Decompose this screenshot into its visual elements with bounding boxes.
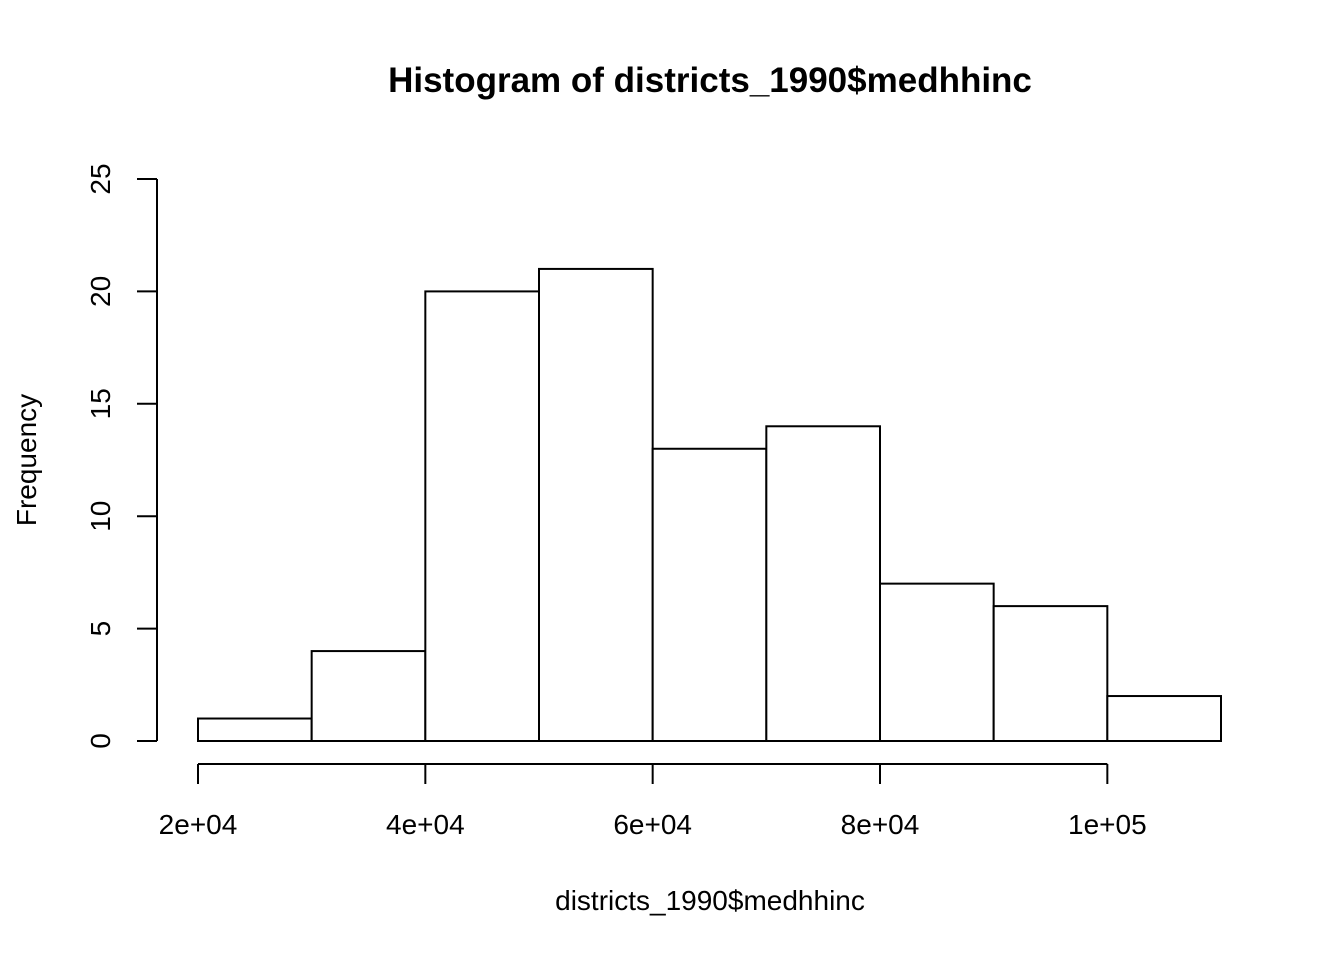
y-tick-label-2: 5 — [85, 621, 116, 637]
histogram-bar-9 — [1106, 695, 1223, 742]
x-tick-label-2: 4e+04 — [386, 809, 465, 840]
y-axis-label: Frequency — [11, 394, 42, 526]
x-tick-label-1: 2e+04 — [159, 809, 238, 840]
y-tick-label-6: 25 — [85, 163, 116, 194]
x-tick-label-5: 1e+05 — [1068, 809, 1147, 840]
y-tick-label-3: 10 — [85, 501, 116, 532]
bars-group — [197, 267, 1223, 743]
histogram-bar-6 — [765, 425, 881, 742]
x-axis: 2e+04 4e+04 6e+04 8e+04 1e+05 — [159, 763, 1147, 840]
y-axis: 0 5 10 15 20 25 — [85, 163, 158, 749]
histogram-bar-2 — [310, 650, 427, 743]
histogram-bar-1 — [197, 717, 313, 743]
x-tick-label-3: 6e+04 — [613, 809, 692, 840]
y-tick-label-4: 15 — [85, 388, 116, 419]
histogram-bar-3 — [424, 290, 541, 742]
x-axis-label: districts_1990$medhhinc — [555, 885, 865, 916]
histogram-bar-4 — [538, 267, 654, 742]
y-tick-label-1: 0 — [85, 733, 116, 749]
y-tick-label-5: 20 — [85, 276, 116, 307]
histogram-bar-5 — [651, 447, 768, 742]
histogram-bar-8 — [992, 605, 1109, 742]
histogram-bar-7 — [879, 582, 995, 743]
chart-title: Histogram of districts_1990$medhhinc — [388, 61, 1032, 100]
x-tick-label-4: 8e+04 — [841, 809, 920, 840]
